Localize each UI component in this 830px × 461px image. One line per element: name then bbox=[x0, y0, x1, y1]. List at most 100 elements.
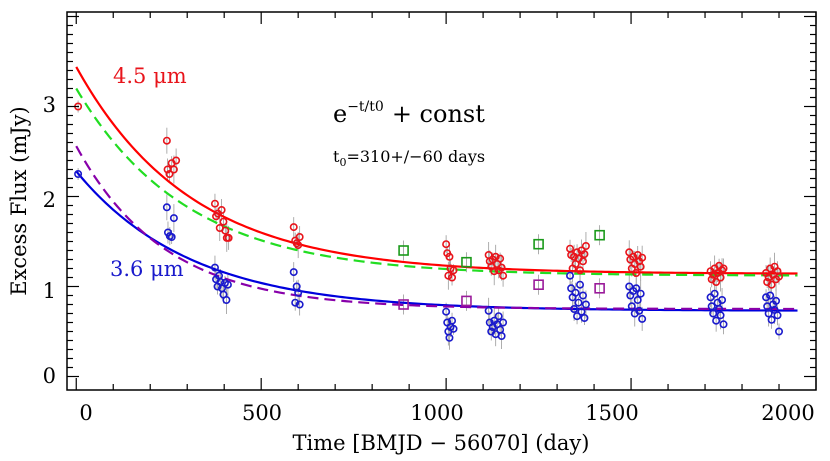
ch1-3.6um-point bbox=[210, 263, 219, 272]
ch1-3.6um-point bbox=[570, 304, 579, 313]
ch2-4.5um-point bbox=[638, 253, 647, 262]
ch1-3.6um-point bbox=[449, 324, 458, 333]
x-tick-label-1500: 1500 bbox=[585, 401, 638, 425]
ch1-3.6um-point bbox=[718, 295, 727, 304]
ch1-3.6um-point bbox=[448, 316, 457, 325]
ch2-4.5um-point bbox=[449, 266, 458, 275]
ch1-3.6um-point bbox=[775, 327, 784, 336]
ch2-4.5um-point bbox=[210, 199, 219, 208]
ch1-3.6um-point bbox=[627, 302, 636, 311]
y-tick-label-1: 1 bbox=[43, 279, 56, 303]
ch2-squares-point bbox=[398, 245, 409, 256]
ch2-4.5um-point bbox=[775, 272, 784, 281]
ch2-4.5um-point bbox=[448, 273, 457, 282]
label-4-5um: 4.5 μm bbox=[113, 64, 187, 88]
ch1-3.6um-point bbox=[573, 312, 582, 321]
y-axis-label: Excess Flux (mJy) bbox=[7, 106, 31, 296]
ch1-squares-point bbox=[461, 295, 472, 307]
ch1-3.6um-point bbox=[499, 318, 508, 327]
ch1-3.6um-point bbox=[773, 311, 782, 320]
ch2-squares-point bbox=[594, 229, 605, 241]
ch1-3.6um-point bbox=[625, 282, 634, 291]
ch1-3.6um-point bbox=[289, 268, 298, 277]
ch2-4.5um-point bbox=[719, 264, 728, 273]
ch1-3.6um-point bbox=[767, 315, 776, 324]
ch1-3.6um-point bbox=[223, 280, 232, 289]
ch1-3.6um-point bbox=[567, 284, 576, 293]
y-tick-label-0: 0 bbox=[43, 364, 56, 388]
ch2-4.5um-point bbox=[490, 267, 499, 276]
ch1-3.6um-point bbox=[574, 298, 583, 307]
x-tick-label-0: 0 bbox=[79, 401, 92, 425]
ch2-4.5um-point bbox=[716, 273, 725, 282]
ch1-3.6um-point bbox=[638, 314, 647, 323]
ch2-4.5um-point bbox=[442, 240, 451, 249]
ch1-3.6um-point bbox=[442, 307, 451, 316]
x-tick-label-2000: 2000 bbox=[761, 401, 814, 425]
ch1-3.6um-point bbox=[707, 302, 716, 311]
formula-base: e bbox=[333, 100, 347, 128]
t0-value: =310+/−60 days bbox=[346, 147, 485, 166]
ch1-3.6um-point bbox=[766, 291, 775, 300]
ch1-3.6um-point bbox=[497, 331, 506, 340]
ch1-3.6um-point bbox=[494, 312, 503, 321]
axis-ticks bbox=[67, 12, 817, 390]
ch2-4.5um-point bbox=[295, 233, 304, 242]
ch2-4.5um-point bbox=[766, 264, 775, 273]
ch1-squares-point bbox=[594, 282, 605, 294]
ch2-4.5um-point bbox=[292, 239, 301, 248]
ch1-3.6um-point bbox=[169, 214, 178, 223]
ch2-4.5um-point bbox=[219, 217, 228, 226]
ch2-4.5um-point bbox=[632, 268, 641, 277]
ch1-3.6um-point bbox=[636, 289, 645, 298]
y-tick-label-2: 2 bbox=[43, 188, 56, 212]
ch1-3.6um-point bbox=[162, 203, 171, 212]
ch2-4.5um-point bbox=[499, 271, 508, 280]
fit-curves bbox=[75, 66, 798, 312]
ch2-4.5um-point bbox=[294, 241, 303, 250]
ch1-3.6um-point bbox=[445, 333, 454, 342]
ch1-3.6um-point bbox=[762, 293, 771, 302]
label-3-6um: 3.6 μm bbox=[110, 257, 184, 281]
ch1-3.6um-point bbox=[719, 320, 728, 329]
ch2-4.5um-point bbox=[576, 266, 585, 275]
ch2-4.5um-point bbox=[636, 262, 645, 271]
formula-annotation: e−t/t0 + const bbox=[333, 99, 485, 128]
ch1-3.6um-point bbox=[710, 289, 719, 298]
ch1-3.6um-point bbox=[571, 288, 580, 297]
ch1-3.6um-point bbox=[295, 300, 304, 309]
alt_fit_36-curve bbox=[75, 145, 798, 311]
t0-annotation: t0=310+/−60 days bbox=[333, 147, 485, 169]
ch2-4.5um-point bbox=[496, 254, 505, 263]
ch2-4.5um-point bbox=[217, 206, 226, 215]
ch1-3.6um-point bbox=[580, 313, 589, 322]
ch2-4.5um-point bbox=[718, 266, 727, 275]
ch2-4.5um-point bbox=[224, 233, 233, 242]
ch2-4.5um-point bbox=[629, 252, 638, 261]
ch1-3.6um-point bbox=[167, 233, 176, 242]
ch1-3.6um-point bbox=[74, 170, 83, 179]
data-markers bbox=[74, 102, 784, 342]
ch1-3.6um-point bbox=[484, 306, 493, 315]
x-tick-label-500: 500 bbox=[242, 401, 282, 425]
x-tick-label-1000: 1000 bbox=[410, 401, 463, 425]
ch1-3.6um-point bbox=[712, 316, 721, 325]
ch2-4.5um-point bbox=[497, 263, 506, 272]
ch2-4.5um-point bbox=[767, 280, 776, 289]
ch2-4.5um-point bbox=[445, 252, 454, 261]
ch2-4.5um-point bbox=[578, 257, 587, 266]
ch1-3.6um-point bbox=[222, 295, 231, 304]
fit_45-curve bbox=[75, 66, 798, 275]
ch2-4.5um-point bbox=[172, 156, 181, 165]
ch1-3.6um-point bbox=[772, 296, 781, 305]
formula-exponent: −t/t0 bbox=[347, 99, 384, 115]
ch1-3.6um-point bbox=[566, 271, 575, 280]
ch1-3.6um-point bbox=[291, 298, 300, 307]
ch2-4.5um-point bbox=[165, 170, 174, 179]
ch1-squares-point bbox=[398, 299, 409, 310]
ch2-4.5um-point bbox=[580, 250, 589, 259]
ch2-4.5um-point bbox=[162, 136, 171, 145]
fit_36-curve bbox=[75, 170, 798, 312]
ch2-4.5um-point bbox=[712, 277, 721, 286]
